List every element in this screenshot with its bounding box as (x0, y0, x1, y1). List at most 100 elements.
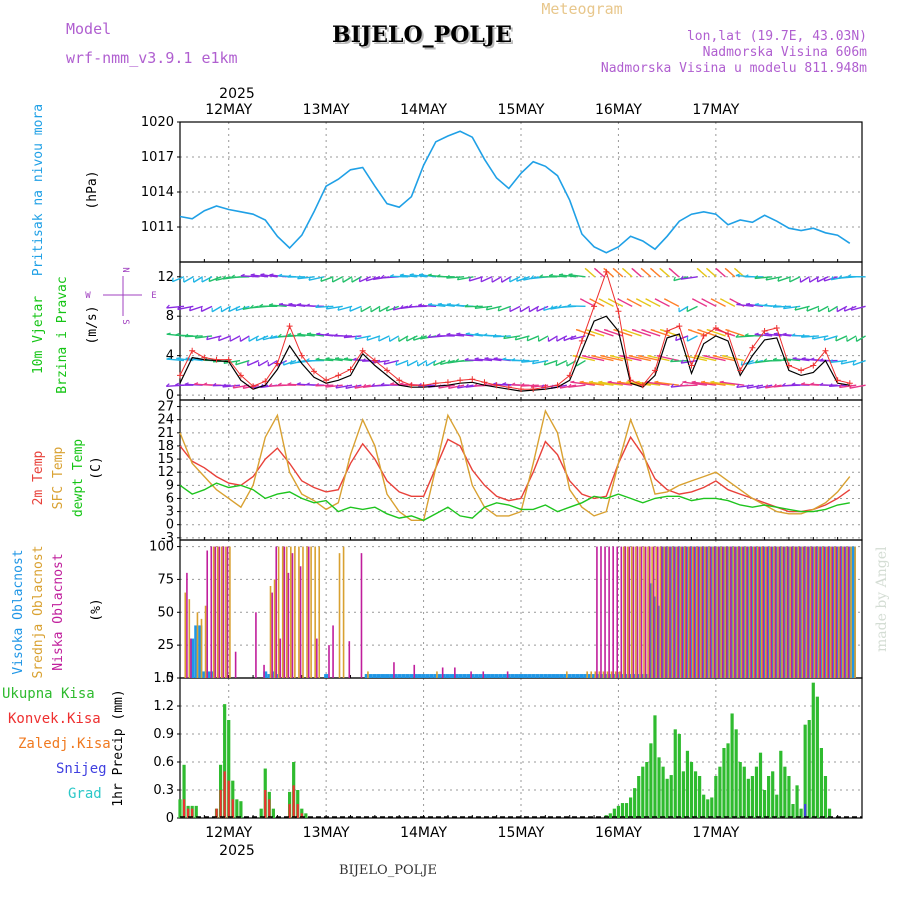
wind-arrow-head (660, 329, 665, 332)
mid-cloud-bar (285, 546, 288, 678)
wind-arrow-head (548, 273, 554, 277)
low-cloud-bar (689, 546, 692, 678)
wind-arrow (691, 381, 717, 386)
wind-arrow (307, 333, 325, 337)
low-cloud-bar (774, 546, 777, 678)
wind-arrow-head (433, 361, 436, 366)
low-cloud-bar (190, 638, 192, 678)
low-cloud-bar (299, 566, 302, 678)
low-cloud-bar (287, 572, 290, 678)
wind-arrow (635, 381, 661, 386)
wind-arrow (609, 355, 633, 362)
wind-arrow (172, 276, 185, 283)
wind-arrow-head (184, 333, 189, 337)
wind-arrow (568, 384, 586, 388)
wind-arrow-head (680, 275, 684, 280)
wind-arrow-head (352, 357, 357, 361)
high-cloud-bar (324, 674, 329, 678)
low-cloud-bar (640, 546, 643, 678)
wind-arrow-head (823, 336, 826, 341)
wind-gust-marker (627, 377, 634, 384)
high-cloud-bar (413, 674, 418, 678)
day-label-bottom: 14MAY (400, 825, 447, 841)
mid-cloud-bar (700, 546, 702, 678)
wind-arrow-head (626, 298, 631, 302)
total-rain-bar (629, 797, 633, 818)
low-cloud-bar (636, 546, 639, 678)
wind-gust-marker (615, 308, 622, 315)
total-rain-bar (706, 799, 710, 818)
wind-arrow-head (474, 304, 479, 309)
low-cloud-bar (648, 546, 651, 678)
wind-arrow-head (830, 275, 834, 281)
dewpoint-line (179, 482, 850, 522)
wind-gust-marker (237, 372, 244, 379)
wind-arrow-head (409, 273, 414, 276)
wind-arrow-head (171, 277, 174, 282)
total-rain-bar (223, 704, 227, 818)
wind-arrow-head (428, 302, 433, 306)
wind-arrow-head (700, 380, 706, 383)
temperature-tick-label: 6 (166, 491, 174, 506)
wind-arrow (474, 358, 493, 362)
wind-arrow-head (706, 329, 711, 332)
low-cloud-bar (600, 546, 602, 678)
low-cloud-bar (279, 638, 282, 678)
wind-arrow-head (530, 383, 535, 388)
high-cloud-bar (401, 674, 406, 678)
low-cloud-bar (766, 546, 769, 678)
precip-tick-label: 1.2 (153, 699, 174, 714)
high-cloud-bar (600, 674, 605, 678)
precip-legend: Ukupna Kisa Konvek.Kisa Zaledj.Kisa Snij… (2, 686, 111, 802)
mid-cloud-bar (675, 546, 678, 678)
total-rain-bar (620, 803, 625, 818)
wind-arrow-head (372, 275, 376, 280)
conv-rain-bar (288, 804, 291, 818)
wind-gust-marker (432, 380, 439, 387)
wind-gust-marker (457, 377, 464, 384)
wind-arrow-head (177, 305, 181, 310)
wind-arrow-head (436, 333, 441, 337)
low-cloud-bar (506, 671, 509, 678)
wind-tick-label: 12 (157, 270, 174, 285)
low-cloud-bar (709, 546, 712, 678)
wind-arrow-head (371, 383, 376, 387)
high-cloud-bar (458, 674, 463, 678)
wind-arrow-head (320, 277, 323, 282)
high-cloud-bar (433, 674, 438, 678)
low-cloud-bar (697, 546, 700, 678)
mid-cloud-bar (687, 546, 690, 678)
wind-arrow-head (588, 380, 594, 383)
low-cloud-bar (677, 546, 679, 678)
wind-arrow (686, 305, 698, 313)
day-label-bottom: 17MAY (692, 825, 739, 841)
wind-arrow-head (511, 357, 516, 362)
wind-gust-marker (201, 354, 208, 361)
mid-cloud-bar (716, 546, 718, 678)
low-cloud-bar (604, 546, 606, 678)
wind-arrow (575, 359, 586, 367)
wind-arrow-head (632, 329, 637, 332)
high-cloud-bar (478, 674, 483, 678)
sfctemp-title: SFC Temp (51, 447, 66, 510)
wind-arrow-head (235, 306, 238, 311)
wind-arrow-head (297, 332, 302, 335)
day-label-top: 14MAY (400, 102, 447, 118)
wind-arrow-head (575, 329, 581, 332)
wind-arrow (654, 381, 679, 386)
wind-arrow-head (395, 361, 398, 366)
wind-arrow (193, 276, 204, 283)
wind-arrow (616, 381, 642, 386)
low-cloud-bar (742, 546, 744, 678)
wind-arrow-head (754, 275, 759, 279)
high-cloud-bar (498, 674, 503, 678)
low-cloud-bar (608, 546, 610, 678)
wind-arrow-head (380, 274, 385, 279)
mid-cloud-bar (833, 546, 836, 678)
mid-cloud-bar (318, 546, 321, 678)
wind-arrow-head (520, 358, 525, 363)
low-cloud-bar (657, 546, 659, 678)
mid-cloud-bar (854, 546, 856, 678)
low-cloud-bar (778, 546, 781, 678)
year-label-top: 2025 (219, 86, 255, 102)
